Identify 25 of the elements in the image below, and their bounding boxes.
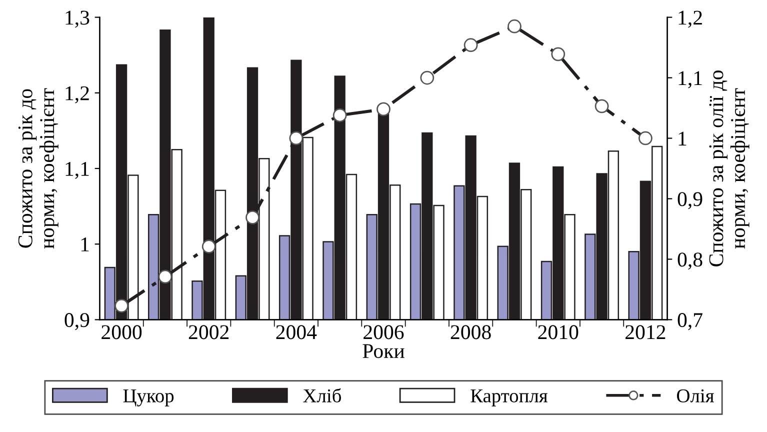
legend-label: Картопля <box>470 389 548 406</box>
y-tick-label: 1 <box>81 238 89 252</box>
y2-tick-label: 0,7 <box>678 313 702 330</box>
y-tick-label: 1,2 <box>66 86 89 104</box>
legend-label: Хліб <box>303 388 341 402</box>
x-axis-title: Роки <box>362 344 404 358</box>
y2-axis-title: Спожито за рік олії до норми, коефіцієнт <box>709 70 750 266</box>
x-tick-label: 2008 <box>450 325 491 340</box>
y2-tick-label: 0,9 <box>678 192 702 210</box>
y2-tick-label: 1,1 <box>678 71 702 88</box>
x-tick-label: 2006 <box>364 325 404 340</box>
y-axis-title: Спожито за рік до норми, коефіцієнт <box>18 88 58 249</box>
y2-tick-label: 0,8 <box>678 252 702 270</box>
legend-label: Олія <box>677 389 714 402</box>
x-tick-label: 2002 <box>188 325 229 340</box>
y-tick-label: 1,1 <box>66 162 89 179</box>
x-tick-label: 2004 <box>276 325 317 340</box>
y-tick-label: 1,3 <box>66 10 90 28</box>
y-tick-label: 0,9 <box>64 313 90 330</box>
x-tick-label: 2010 <box>538 325 578 340</box>
legend-label: Цукор <box>123 389 174 406</box>
y2-tick-label: 1 <box>678 132 686 146</box>
y2-tick-label: 1,2 <box>678 10 702 28</box>
x-tick-label: 2012 <box>626 325 666 340</box>
x-tick-label: 2000 <box>102 325 142 340</box>
